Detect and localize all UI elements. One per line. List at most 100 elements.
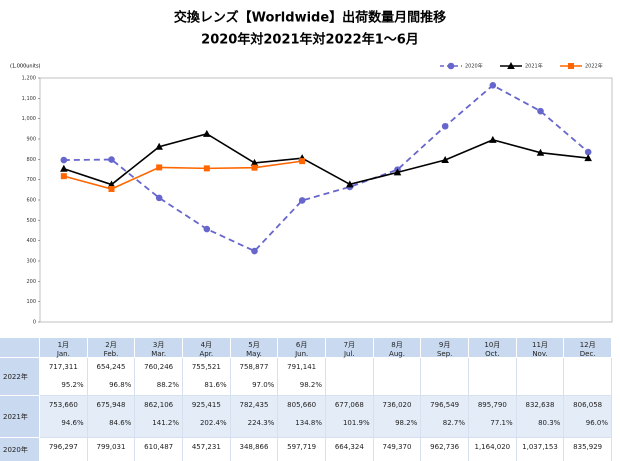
cell-text: 96.8% bbox=[109, 381, 132, 389]
y-tick-label: 800 bbox=[26, 157, 36, 163]
row-label: 2021年 bbox=[0, 396, 40, 438]
point bbox=[60, 173, 67, 180]
point bbox=[441, 122, 449, 130]
point bbox=[155, 142, 163, 150]
cell-text: 81.6% bbox=[204, 381, 227, 389]
chart-subtitle: 2020年対2021年対2022年1～6月 bbox=[201, 32, 419, 48]
point bbox=[393, 168, 402, 176]
cell-text: 675,948 bbox=[96, 401, 126, 409]
point bbox=[298, 197, 306, 204]
cell-text: 597,719 bbox=[287, 443, 317, 451]
data-cell: 796,549 82.7% bbox=[421, 396, 469, 438]
cell-text: 95.2% bbox=[61, 381, 84, 389]
cell-text: Jun. bbox=[295, 350, 309, 358]
y-tick-label: 100 bbox=[26, 299, 36, 305]
cell-text: 796,297 bbox=[48, 443, 78, 451]
data-cell: 895,790 77.1% bbox=[469, 396, 517, 438]
data-cell: 677,068 101.9% bbox=[326, 396, 374, 438]
data-cell: 597,719 bbox=[278, 438, 326, 461]
cell-text: 98.2% bbox=[299, 381, 322, 389]
data-cell bbox=[421, 358, 469, 396]
cell-text: Oct. bbox=[485, 350, 500, 358]
y-axis-label: (1,000units) bbox=[10, 64, 41, 70]
header-cell: 10月 Oct. bbox=[469, 338, 517, 358]
data-cell: 610,487 bbox=[135, 438, 183, 461]
cell-text: 749,370 bbox=[382, 443, 412, 451]
header-cell: 3月 Mar. bbox=[135, 338, 183, 358]
header-cell: 6月 Jun. bbox=[278, 338, 326, 358]
point bbox=[489, 82, 497, 89]
cell-text: 654,245 bbox=[96, 363, 126, 371]
point bbox=[489, 135, 497, 143]
header-cell: 8月 Aug. bbox=[373, 338, 422, 358]
y-tick-label: 600 bbox=[26, 198, 36, 204]
cell-text: 805,660 bbox=[287, 401, 317, 409]
cell-text: 832,638 bbox=[525, 401, 555, 409]
point bbox=[537, 107, 544, 115]
data-cell bbox=[326, 358, 374, 396]
plot-area bbox=[39, 77, 613, 323]
data-cell bbox=[469, 358, 517, 396]
cell-text: Dec. bbox=[579, 350, 596, 358]
cell-text: 12月 bbox=[579, 341, 596, 349]
cell-text: 2021年 bbox=[3, 413, 28, 421]
cell-text: 82.7% bbox=[442, 419, 465, 427]
point bbox=[346, 180, 354, 188]
cell-text: 806,058 bbox=[573, 401, 603, 409]
series-line bbox=[63, 160, 303, 190]
chart-title: 交換レンズ【Worldwide】出荷数量月間推移 bbox=[174, 10, 446, 26]
cell-text: 862,106 bbox=[144, 401, 174, 409]
cell-text: 84.6% bbox=[109, 419, 132, 427]
point bbox=[441, 156, 449, 164]
cell-text: Jul. bbox=[343, 350, 355, 358]
cell-text: 925,415 bbox=[191, 401, 221, 409]
cell-text: 753,660 bbox=[48, 401, 78, 409]
cell-text: 5月 bbox=[248, 341, 260, 349]
cell-text: 755,521 bbox=[191, 363, 221, 371]
data-cell: 755,521 81.6% bbox=[183, 358, 231, 396]
data-cell bbox=[564, 358, 612, 396]
point bbox=[108, 185, 115, 192]
series-line bbox=[63, 84, 589, 253]
cell-text: 98.2% bbox=[395, 419, 418, 427]
y-tick-label: 700 bbox=[26, 177, 36, 183]
y-tick-label: 1,100 bbox=[22, 96, 36, 102]
cell-text: 141.2% bbox=[152, 419, 179, 427]
cell-text: Sep. bbox=[436, 350, 453, 358]
cell-text: 97.0% bbox=[252, 381, 275, 389]
data-cell: 806,058 96.0% bbox=[564, 396, 612, 438]
legend-label: 2021年 bbox=[525, 63, 543, 70]
header-cell: 12月 Dec. bbox=[564, 338, 612, 358]
cell-text: 10月 bbox=[484, 341, 501, 349]
cell-text: Mar. bbox=[151, 350, 167, 358]
point bbox=[536, 148, 545, 156]
data-cell: 758,877 97.0% bbox=[230, 358, 279, 396]
cell-text: 799,031 bbox=[96, 443, 126, 451]
y-tick-label: 400 bbox=[26, 238, 36, 244]
data-cell: 796,297 bbox=[40, 438, 88, 461]
cell-text: Jan. bbox=[56, 350, 70, 358]
cell-text: 88.2% bbox=[156, 381, 179, 389]
data-cell: 736,020 98.2% bbox=[373, 396, 422, 438]
data-cell: 760,246 88.2% bbox=[135, 358, 183, 396]
header-cell: 4月 Apr. bbox=[183, 338, 231, 358]
header-cell: 2月 Feb. bbox=[87, 338, 136, 358]
cell-text: 895,790 bbox=[477, 401, 507, 409]
cell-text: 962,736 bbox=[430, 443, 460, 451]
y-tick-label: 200 bbox=[26, 279, 36, 285]
point bbox=[60, 156, 68, 164]
data-cell: 835,929 bbox=[564, 438, 612, 461]
cell-text: 134.8% bbox=[295, 419, 322, 427]
cell-text: Feb. bbox=[103, 350, 119, 358]
data-cell: 749,370 bbox=[373, 438, 422, 461]
point bbox=[250, 158, 259, 166]
row-label: 2020年 bbox=[0, 438, 40, 461]
cell-text: 202.4% bbox=[199, 419, 227, 427]
cell-text: 348,866 bbox=[239, 443, 269, 451]
header-corner bbox=[0, 338, 40, 358]
cell-text: 4月 bbox=[200, 341, 213, 349]
cell-text: 7月 bbox=[343, 341, 356, 349]
cell-text: 1,164,020 bbox=[474, 443, 511, 451]
cell-text: 457,231 bbox=[191, 443, 221, 451]
